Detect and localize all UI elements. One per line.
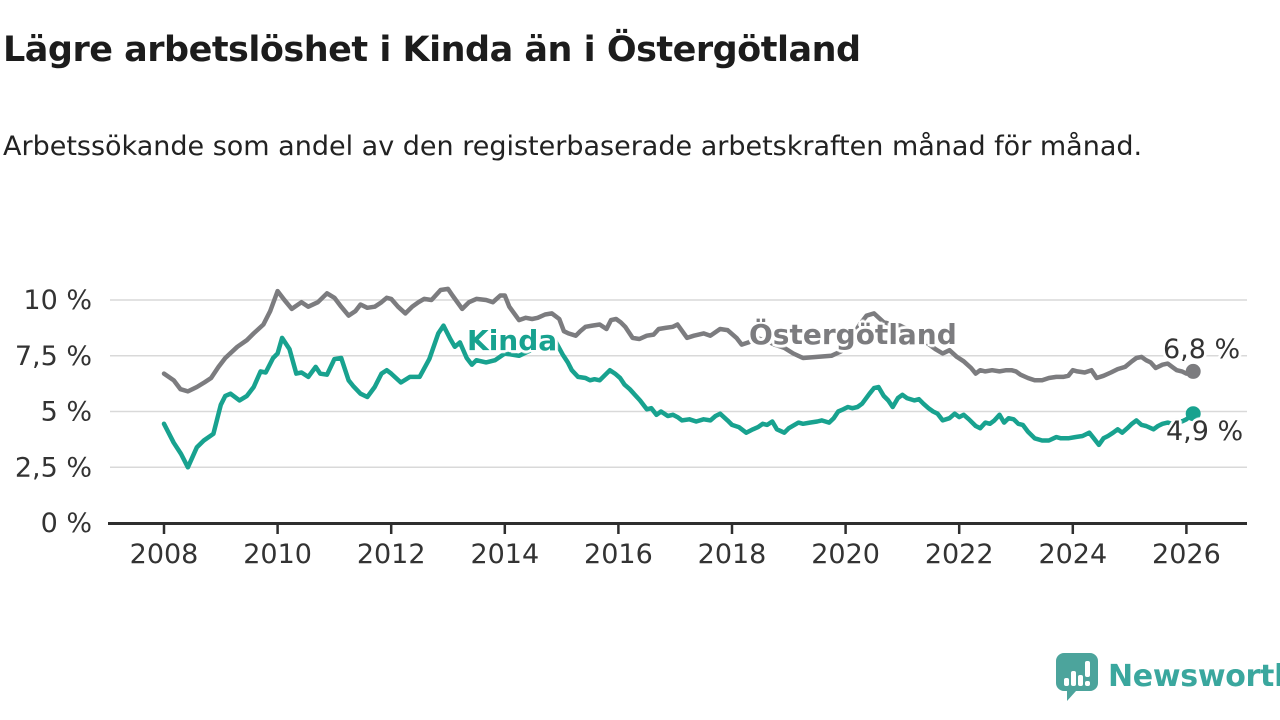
newsworthy-logo: Newsworthy (1055, 652, 1280, 702)
newsworthy-speech-bubble-chart-icon (1056, 653, 1098, 701)
chart-subtitle: Arbetssökande som andel av den registerb… (3, 131, 1143, 162)
newsworthy-logo-text: Newsworthy (1108, 659, 1280, 694)
x-tick-label: 2010 (243, 539, 312, 570)
end-value-label-kinda: 4,9 % (1166, 416, 1244, 447)
y-tick-label: 10 % (23, 285, 92, 316)
x-tick-label: 2016 (584, 539, 653, 570)
x-tick-label: 2026 (1152, 539, 1221, 570)
series-label-ostergotland: Östergötland (749, 318, 957, 351)
y-tick-label: 7,5 % (15, 341, 92, 372)
x-tick-label: 2022 (925, 539, 994, 570)
series-end-dot-kinda (1185, 406, 1201, 422)
x-tick-label: 2020 (811, 539, 880, 570)
series-end-dot-ostergotland (1185, 363, 1201, 379)
x-tick-label: 2018 (698, 539, 767, 570)
x-tick-label: 2014 (470, 539, 539, 570)
y-tick-label: 2,5 % (15, 452, 92, 483)
x-tick-label: 2012 (357, 539, 426, 570)
x-tick-label: 2024 (1038, 539, 1107, 570)
series-label-kinda: Kinda (467, 324, 558, 357)
y-tick-label: 5 % (41, 397, 92, 428)
x-tick-label: 2008 (130, 539, 199, 570)
series-line-kinda (161, 323, 1196, 470)
end-value-label-ostergotland: 6,8 % (1163, 334, 1241, 365)
page-title: Lägre arbetslöshet i Kinda än i Östergöt… (3, 30, 861, 70)
y-tick-label: 0 % (41, 508, 92, 539)
series-line-ostergotland (161, 286, 1196, 394)
